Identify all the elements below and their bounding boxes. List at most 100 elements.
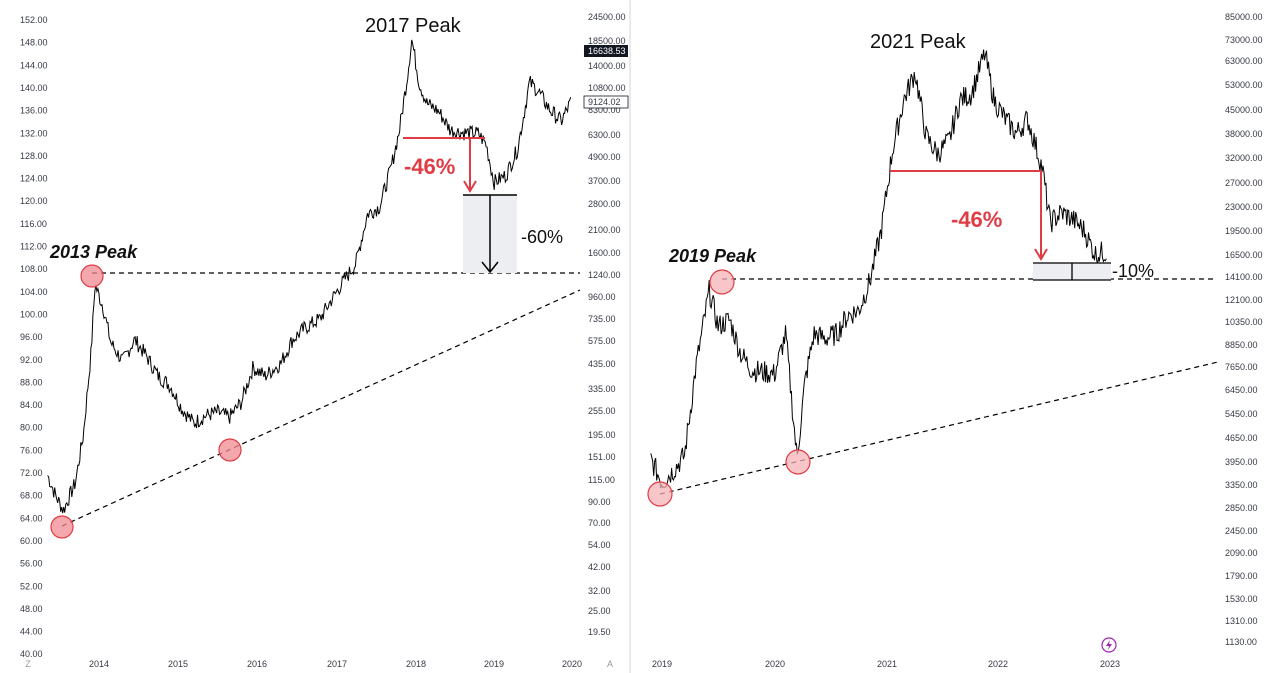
right-axis-tick: 1130.00 — [1225, 637, 1257, 647]
x-axis-tick: 2020 — [765, 659, 785, 669]
right-axis-tick: 18500.00 — [588, 36, 626, 46]
right-axis-tick: 1600.00 — [588, 248, 621, 258]
right-axis-tick: 12100.00 — [1225, 295, 1263, 305]
left-axis-tick: 56.00 — [20, 559, 43, 569]
price-label-current: 9124.02 — [588, 97, 621, 107]
right-axis-tick: 335.00 — [588, 384, 616, 394]
marker-circle-2 — [50, 515, 74, 539]
right-axis-tick: 1790.00 — [1225, 571, 1258, 581]
x-axis-tick: 2014 — [89, 659, 109, 669]
right-axis-tick: 10350.00 — [1225, 317, 1263, 327]
x-axis-tick: 2019 — [652, 659, 672, 669]
left-axis-tick: 108.00 — [20, 264, 48, 274]
right-axis-tick: 19.50 — [588, 627, 611, 637]
left-axis-tick: 132.00 — [20, 128, 48, 138]
right-axis-tick: 2800.00 — [588, 199, 621, 209]
x-axis-tick: 2017 — [327, 659, 347, 669]
left-axis-tick: 72.00 — [20, 468, 43, 478]
left-axis-tick: 80.00 — [20, 423, 43, 433]
price-label-box — [584, 45, 628, 57]
right-axis-tick: 1240.00 — [588, 270, 621, 280]
right-axis-tick: 14000.00 — [588, 61, 626, 71]
left-axis-tick: 144.00 — [20, 60, 48, 70]
corner-auto-label: A — [607, 659, 613, 669]
left-axis-tick: 64.00 — [20, 513, 43, 523]
corner-zoom-label: Z — [25, 659, 31, 669]
red-arrow-head — [1034, 248, 1048, 261]
x-axis-tick: 2021 — [877, 659, 897, 669]
left-axis-tick: 92.00 — [20, 355, 43, 365]
left-axis-tick: 96.00 — [20, 332, 43, 342]
label-2017-peak: 2017 Peak — [365, 15, 462, 37]
x-axis-tick: 2020 — [562, 659, 582, 669]
right-axis-tick: 45000.00 — [1225, 105, 1263, 115]
x-axis-tick: 2015 — [168, 659, 188, 669]
x-axis-tick: 2016 — [247, 659, 267, 669]
label-minus-46: -46% — [951, 207, 1002, 232]
left-axis-tick: 48.00 — [20, 604, 43, 614]
right-axis-tick: 151.00 — [588, 452, 616, 462]
right-axis-tick: 24500.00 — [588, 12, 626, 22]
left-axis-tick: 112.00 — [20, 242, 47, 252]
left-axis-tick: 52.00 — [20, 581, 43, 591]
right-axis-tick: 4650.00 — [1225, 433, 1258, 443]
left-axis-tick: 120.00 — [20, 196, 48, 206]
right-axis-tick: 16500.00 — [1225, 250, 1263, 260]
right-axis-tick: 32000.00 — [1225, 153, 1263, 163]
label-2019-peak: 2019 Peak — [668, 246, 757, 266]
right-axis-tick: 2090.00 — [1225, 548, 1258, 558]
right-axis-tick: 54.00 — [588, 540, 611, 550]
label-minus-46: -46% — [404, 154, 455, 179]
right-axis-tick: 38000.00 — [1225, 129, 1263, 139]
support-trendline — [61, 289, 581, 527]
right-axis-tick: 735.00 — [588, 314, 616, 324]
left-axis-tick: 104.00 — [20, 287, 48, 297]
right-axis-tick: 70.00 — [588, 518, 611, 528]
right-axis-tick: 85000.00 — [1225, 12, 1263, 22]
left-axis-tick: 148.00 — [20, 38, 48, 48]
right-axis-tick: 4900.00 — [588, 152, 621, 162]
price-label-box — [583, 95, 629, 109]
right-axis-tick: 2100.00 — [588, 225, 621, 235]
drawdown-arrow-head — [481, 261, 499, 274]
lightning-icon-bolt — [1106, 640, 1112, 650]
right-axis-tick: 42.00 — [588, 562, 611, 572]
right-axis-tick: 255.00 — [588, 406, 616, 416]
left-axis-tick: 100.00 — [20, 309, 48, 319]
left-axis-tick: 84.00 — [20, 400, 43, 410]
right-axis-tick: 195.00 — [588, 430, 616, 440]
right-axis-tick: 32.00 — [588, 586, 611, 596]
right-axis-tick: 1310.00 — [1225, 616, 1258, 626]
left-axis-tick: 76.00 — [20, 445, 43, 455]
right-axis-tick: 8850.00 — [1225, 340, 1258, 350]
right-axis-tick: 90.00 — [588, 497, 611, 507]
chart-2013-2020: 152.00 148.00 144.00 140.00 136.00 132.00 128.… — [20, 0, 631, 673]
left-axis-tick: 40.00 — [20, 649, 43, 659]
right-axis-tick: 6450.00 — [1225, 385, 1258, 395]
right-axis-tick: 575.00 — [588, 336, 616, 346]
marker-circle-1 — [218, 438, 242, 462]
right-axis-tick: 27000.00 — [1225, 178, 1263, 188]
left-axis-tick: 140.00 — [20, 83, 48, 93]
left-axis-tick: 136.00 — [20, 106, 48, 116]
x-axis-tick: 2019 — [484, 659, 504, 669]
price-line — [650, 49, 1107, 489]
right-axis-tick: 63000.00 — [1225, 56, 1263, 66]
right-axis-tick: 435.00 — [588, 359, 616, 369]
x-axis-tick: 2018 — [406, 659, 426, 669]
x-axis-tick: 2023 — [1100, 659, 1120, 669]
right-axis-tick: 10800.00 — [588, 83, 626, 93]
chart-2019-2023: 85000.00 73000.00 63000.00 53000.00 45000.00… — [647, 12, 1263, 669]
right-axis-tick: 7650.00 — [1225, 362, 1258, 372]
left-axis-tick: 68.00 — [20, 491, 43, 501]
left-axis-tick: 88.00 — [20, 377, 43, 387]
marker-circle-1 — [785, 449, 811, 475]
marker-circle-0 — [80, 264, 104, 288]
x-axis-tick: 2022 — [988, 659, 1008, 669]
lightning-icon — [1101, 637, 1117, 653]
right-axis-tick: 14100.00 — [1225, 272, 1263, 282]
left-axis-tick: 116.00 — [20, 219, 47, 229]
right-axis-tick: 1530.00 — [1225, 594, 1258, 604]
right-axis-tick: 53000.00 — [1225, 80, 1263, 90]
